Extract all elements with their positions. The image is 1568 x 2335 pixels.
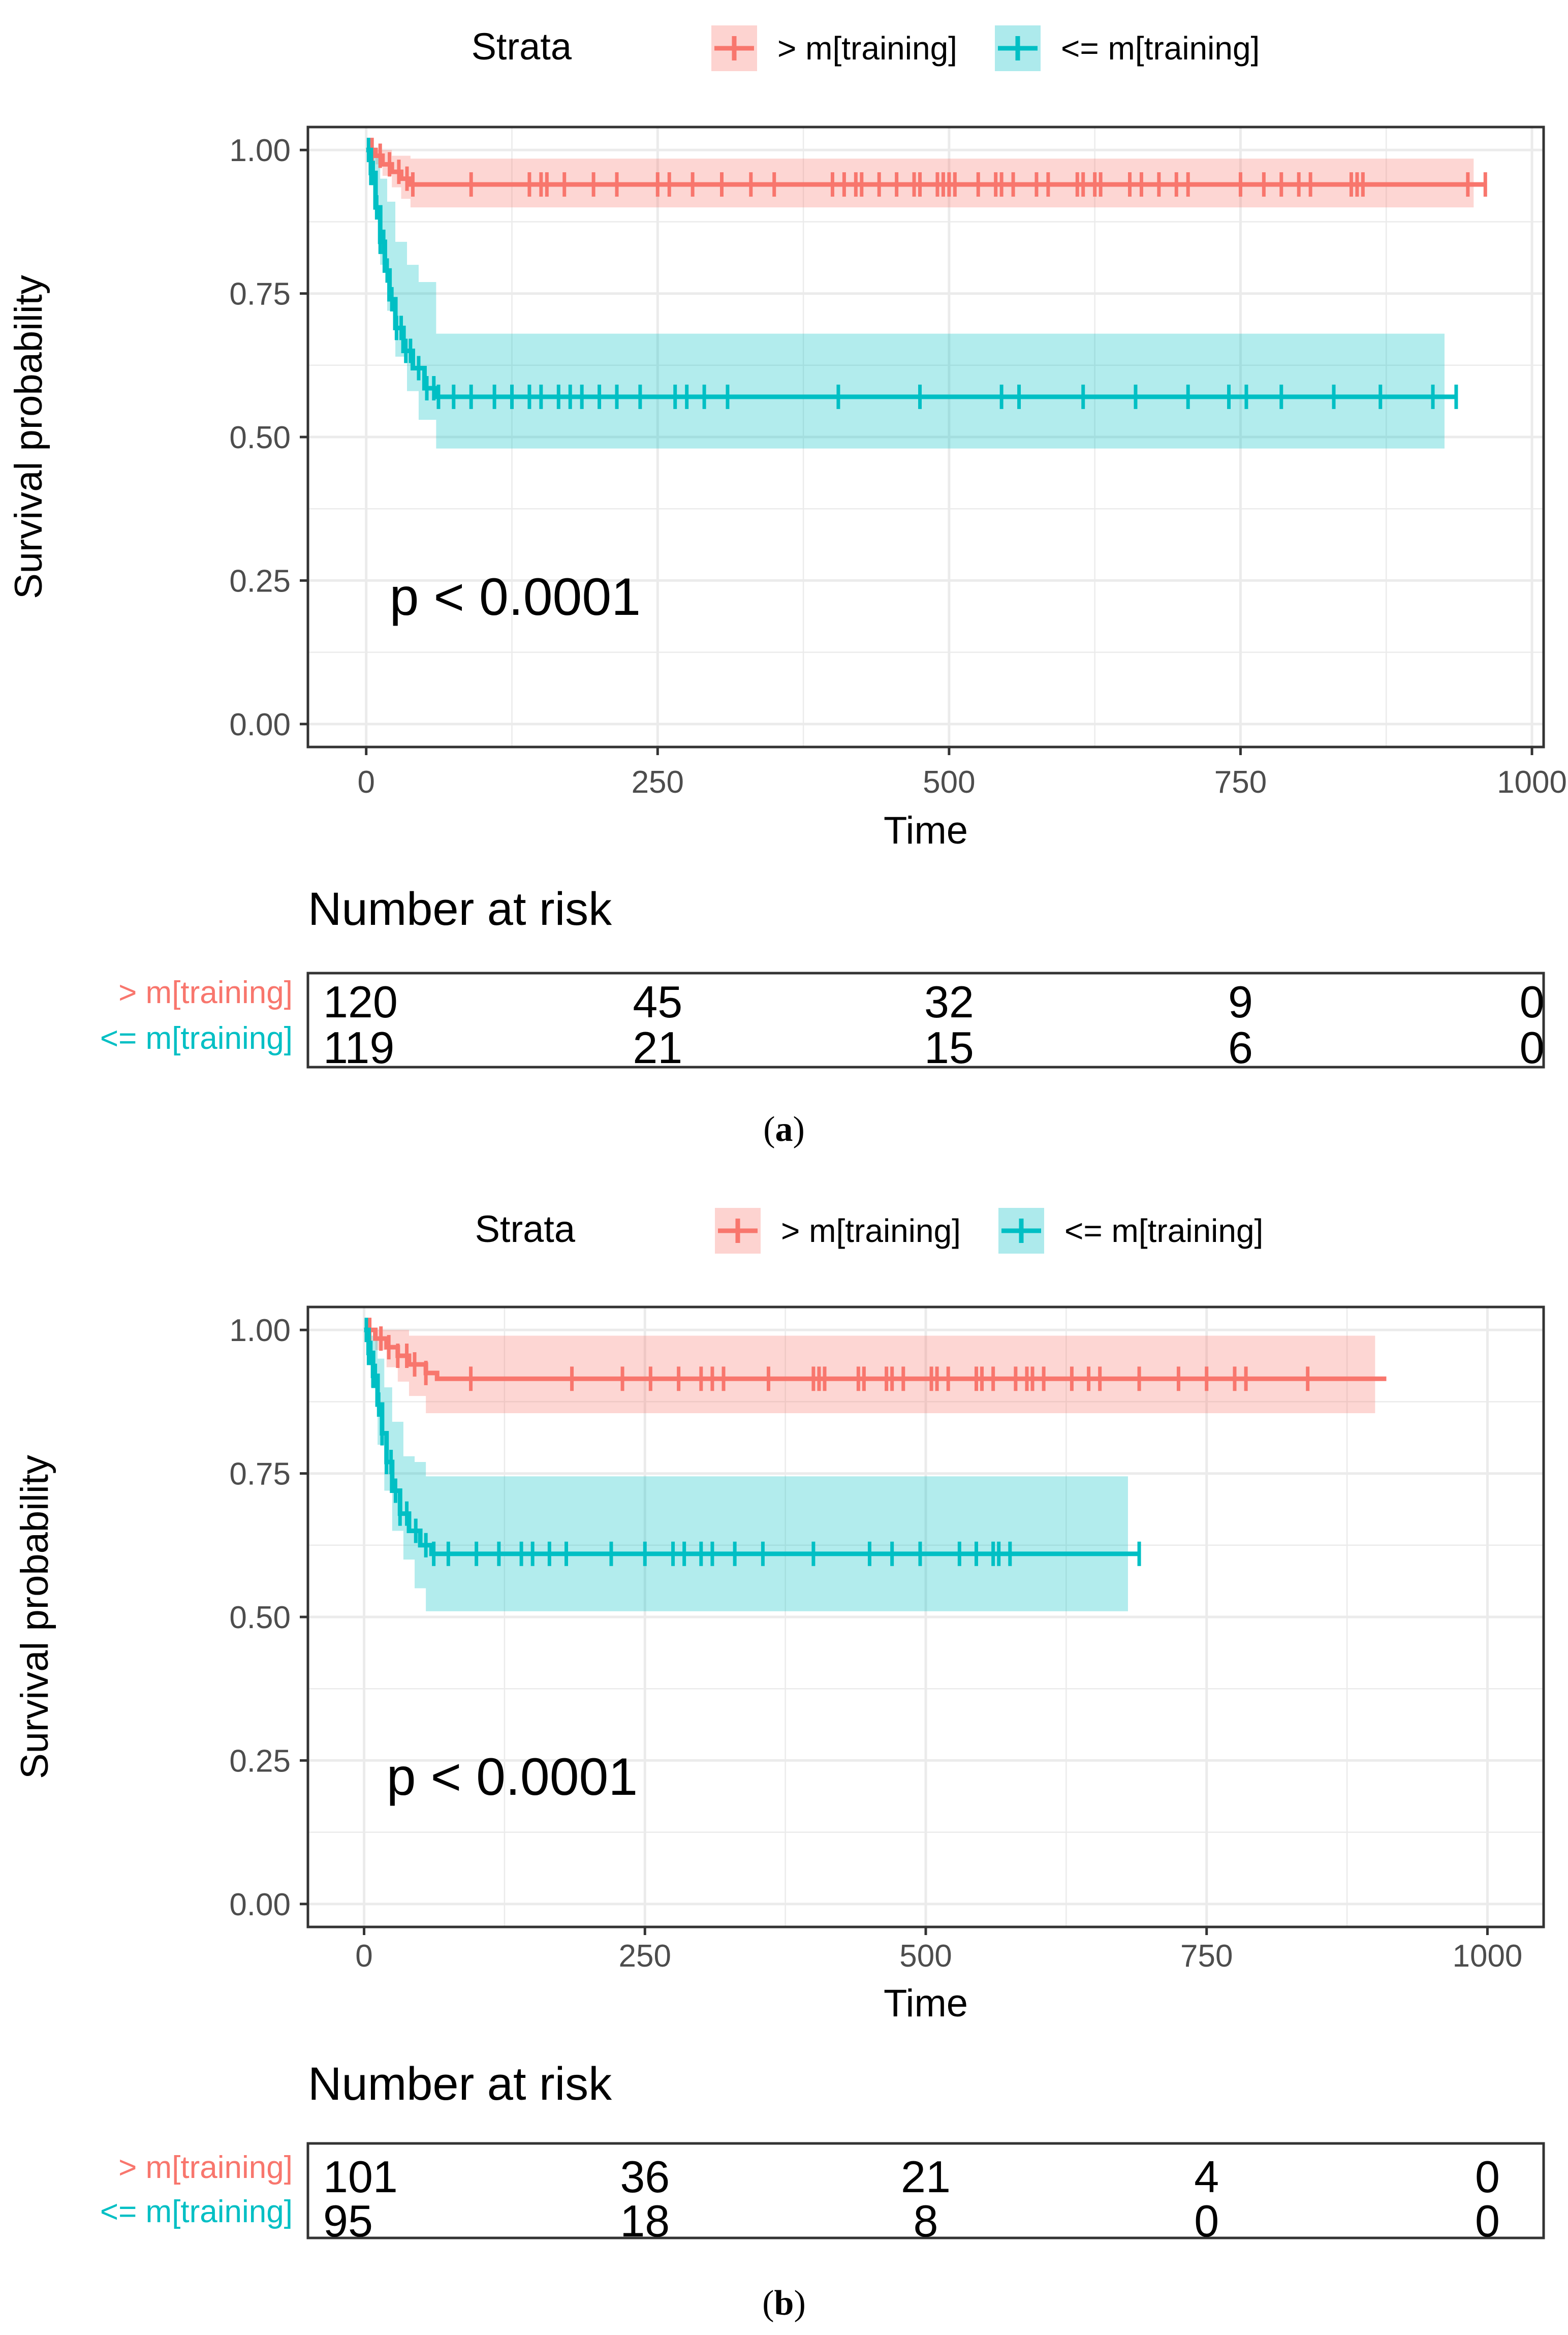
confidence-band-low bbox=[364, 1330, 1128, 1611]
legend-label: > m[training] bbox=[781, 1212, 961, 1249]
risk-table-border bbox=[306, 972, 1545, 1069]
panel-caption: (b) bbox=[762, 2284, 806, 2323]
legend-title: Strata bbox=[475, 1208, 576, 1250]
panel-caption: (a) bbox=[763, 1110, 805, 1149]
risk-row-label: <= m[training] bbox=[100, 1021, 293, 1056]
censor-marks-low bbox=[364, 1318, 1141, 1566]
risk-value: 0 bbox=[1475, 2196, 1500, 2246]
risk-value: 9 bbox=[1228, 977, 1253, 1027]
risk-value: 0 bbox=[1520, 977, 1545, 1027]
risk-row-label: <= m[training] bbox=[100, 2194, 293, 2229]
risk-value: 95 bbox=[323, 2196, 373, 2246]
y-tick-label: 1.00 bbox=[229, 1313, 291, 1348]
x-tick-label: 750 bbox=[1214, 765, 1267, 800]
risk-row-label: > m[training] bbox=[118, 975, 293, 1010]
y-tick-label: 0.50 bbox=[229, 420, 291, 455]
legend-label: <= m[training] bbox=[1061, 30, 1260, 67]
risk-value: 32 bbox=[924, 977, 974, 1027]
y-tick-label: 1.00 bbox=[229, 133, 291, 168]
risk-value: 21 bbox=[901, 2152, 951, 2202]
risk-value: 120 bbox=[323, 977, 398, 1027]
x-tick-label: 1000 bbox=[1497, 765, 1567, 800]
confidence-band-high bbox=[364, 1330, 1375, 1413]
x-tick-label: 250 bbox=[632, 765, 684, 800]
y-tick-label: 0.25 bbox=[229, 564, 291, 599]
y-tick-label: 0.75 bbox=[229, 1457, 291, 1492]
y-tick-label: 0.25 bbox=[229, 1744, 291, 1779]
survival-curve-high bbox=[366, 147, 1486, 187]
survival-curve-high bbox=[364, 1327, 1387, 1381]
legend-key-low: <= m[training] bbox=[995, 25, 1260, 71]
x-tick-label: 500 bbox=[899, 1939, 952, 1974]
risk-value: 15 bbox=[924, 1022, 974, 1073]
legend-title: Strata bbox=[472, 25, 572, 68]
risk-row-label: > m[training] bbox=[118, 2150, 293, 2185]
risk-table-title: Number at risk bbox=[308, 883, 612, 935]
risk-table-title: Number at risk bbox=[308, 2058, 612, 2110]
x-tick-label: 250 bbox=[619, 1939, 671, 1974]
confidence-band-low bbox=[366, 150, 1445, 449]
y-axis-title: Survival probability bbox=[7, 275, 50, 599]
legend-key-high: > m[training] bbox=[715, 1208, 961, 1254]
x-tick-label: 1000 bbox=[1452, 1939, 1522, 1974]
risk-value: 6 bbox=[1228, 1022, 1253, 1073]
censor-marks-low bbox=[366, 138, 1458, 409]
panel-a: Strata > m[training] <= m[training] 0.00 0.2… bbox=[7, 25, 1567, 1149]
p-value-annotation: p < 0.0001 bbox=[387, 1748, 638, 1807]
x-tick-label: 0 bbox=[357, 765, 374, 800]
panel-b: Strata > m[training] <= m[training] 0.00 0.2… bbox=[13, 1208, 1545, 2323]
legend-label: <= m[training] bbox=[1064, 1212, 1263, 1249]
grid bbox=[308, 127, 1544, 747]
risk-value: 36 bbox=[620, 2152, 670, 2202]
y-tick-label: 0.00 bbox=[229, 1887, 291, 1922]
legend-key-low: <= m[training] bbox=[998, 1208, 1263, 1254]
legend-key-high: > m[training] bbox=[711, 25, 957, 71]
x-tick-label: 0 bbox=[355, 1939, 372, 1974]
grid bbox=[308, 1307, 1544, 1927]
risk-value: 0 bbox=[1194, 2196, 1219, 2246]
y-axis-title: Survival probability bbox=[13, 1455, 56, 1779]
risk-table: Number at risk> m[training] 101 36 21 4 0<= m… bbox=[100, 2058, 1545, 2246]
p-value-annotation: p < 0.0001 bbox=[390, 568, 641, 627]
risk-value: 0 bbox=[1520, 1022, 1545, 1073]
axes: 0.00 0.25 0.50 0.75 1.00 0 250 500 750 1000 Time Su… bbox=[7, 133, 1567, 852]
x-axis-title: Time bbox=[884, 809, 968, 852]
legend: Strata > m[training] <= m[training] bbox=[472, 25, 1260, 71]
legend-label: > m[training] bbox=[777, 30, 957, 67]
risk-value: 45 bbox=[633, 977, 682, 1027]
risk-value: 0 bbox=[1475, 2152, 1500, 2202]
risk-value: 119 bbox=[323, 1022, 394, 1073]
risk-value: 8 bbox=[914, 2196, 938, 2246]
x-tick-label: 750 bbox=[1180, 1939, 1233, 1974]
legend: Strata > m[training] <= m[training] bbox=[475, 1208, 1263, 1254]
x-tick-label: 500 bbox=[923, 765, 975, 800]
x-axis-title: Time bbox=[884, 1982, 968, 2025]
risk-value: 101 bbox=[323, 2152, 398, 2202]
axes: 0.00 0.25 0.50 0.75 1.00 0 250 500 750 1000 Time Su… bbox=[13, 1313, 1522, 2025]
risk-value: 18 bbox=[620, 2196, 670, 2246]
y-tick-label: 0.75 bbox=[229, 277, 291, 312]
y-tick-label: 0.00 bbox=[229, 707, 291, 742]
risk-table: Number at risk > m[training] 120 45 32 9 0 <= m… bbox=[100, 883, 1545, 1073]
censor-marks-high bbox=[368, 1318, 1310, 1391]
risk-table-border bbox=[306, 2142, 1545, 2239]
risk-value: 4 bbox=[1194, 2152, 1219, 2202]
risk-value: 21 bbox=[633, 1022, 682, 1073]
y-tick-label: 0.50 bbox=[229, 1600, 291, 1635]
